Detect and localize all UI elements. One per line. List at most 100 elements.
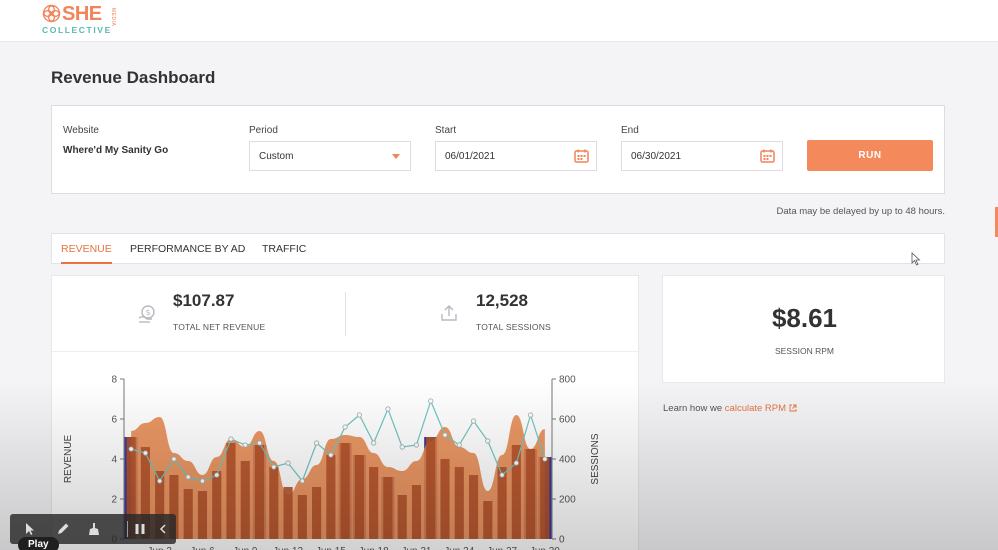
sessions-point <box>242 442 248 448</box>
revenue-bar <box>540 457 550 539</box>
revenue-bar <box>183 489 193 539</box>
sessions-point <box>399 444 405 450</box>
sessions-point <box>185 474 191 480</box>
website-value: Where'd My Sanity Go <box>63 145 169 156</box>
revenue-bar <box>226 443 236 539</box>
side-tab-handle[interactable] <box>995 207 998 237</box>
y2-tick-label: 400 <box>559 455 576 466</box>
revenue-bar <box>155 471 165 539</box>
y-axis-label: REVENUE <box>63 435 74 484</box>
y-tick-label: 6 <box>111 415 117 426</box>
logo-collective-text: COLLECTIVE <box>42 25 112 35</box>
y2-tick-label: 800 <box>559 375 576 386</box>
revenue-bar <box>383 477 393 539</box>
chevron-down-icon <box>392 154 400 159</box>
total-net-revenue-value: $107.87 <box>173 291 235 310</box>
sessions-point <box>371 440 377 446</box>
revenue-bar <box>212 471 222 539</box>
stat-divider <box>345 292 346 336</box>
sessions-upload-icon <box>441 305 457 321</box>
sessions-point <box>428 398 434 404</box>
revenue-bar <box>297 495 307 539</box>
x-tick-label: Jun 12 <box>273 546 303 550</box>
x-tick-label: Jun 27 <box>487 546 517 550</box>
y-tick-label: 2 <box>111 495 117 506</box>
y2-axis-label: SESSIONS <box>590 433 601 484</box>
top-bar: SHE MEDIA COLLECTIVE <box>0 0 998 42</box>
total-sessions-value: 12,528 <box>476 291 528 310</box>
y2-tick-label: 0 <box>559 535 565 546</box>
revenue-bar <box>283 487 293 539</box>
start-date-input[interactable]: 06/01/2021 <box>435 141 597 171</box>
svg-text:$: $ <box>145 308 150 317</box>
revenue-bar <box>254 445 265 539</box>
filter-panel: Website Where'd My Sanity Go Period Cust… <box>51 105 945 194</box>
sessions-point <box>157 478 163 484</box>
revenue-bar <box>312 487 322 539</box>
chevron-left-icon[interactable] <box>158 521 168 537</box>
revenue-chart-card: $ $107.87 TOTAL NET REVENUE 12,528 TOTAL… <box>51 275 640 550</box>
sessions-point <box>199 478 206 484</box>
end-label: End <box>621 125 639 136</box>
page-title: Revenue Dashboard <box>51 68 216 87</box>
total-net-revenue-label: TOTAL NET REVENUE <box>173 322 266 332</box>
x-tick-label: Jun 15 <box>316 546 346 550</box>
revenue-bar <box>354 455 364 539</box>
revenue-bar <box>140 447 150 539</box>
session-rpm-card: $8.61 SESSION RPM <box>662 275 945 383</box>
revenue-bar <box>197 491 208 539</box>
revenue-bar <box>340 443 350 539</box>
sessions-point <box>413 442 420 448</box>
revenue-bar <box>454 467 464 539</box>
revenue-bar <box>269 467 279 539</box>
calculate-rpm-link[interactable]: calculate RPM <box>724 403 787 414</box>
she-media-logo[interactable]: SHE MEDIA COLLECTIVE <box>42 3 132 37</box>
revenue-bar <box>240 461 250 539</box>
period-select[interactable]: Custom <box>249 141 411 171</box>
sessions-point <box>128 446 134 452</box>
session-rpm-label: SESSION RPM <box>774 346 835 356</box>
eraser-tool-icon[interactable] <box>86 521 102 537</box>
tab-traffic[interactable]: TRAFFIC <box>262 243 307 255</box>
sessions-point <box>456 442 462 448</box>
tab-performance-by-ad[interactable]: PERFORMANCE BY AD <box>130 243 246 255</box>
sessions-point <box>171 456 177 462</box>
sessions-point <box>299 478 305 484</box>
revenue-coin-icon: $ <box>138 305 155 323</box>
end-date-input[interactable]: 06/30/2021 <box>621 141 783 171</box>
play-tooltip: Play <box>18 537 59 550</box>
y2-tick-label: 600 <box>559 415 576 426</box>
revenue-bar <box>426 437 436 539</box>
calendar-icon[interactable] <box>574 149 589 163</box>
y-tick-label: 4 <box>111 455 117 466</box>
sessions-point <box>527 412 534 418</box>
tab-revenue[interactable]: REVENUE <box>61 243 112 255</box>
sessions-point <box>542 456 548 462</box>
pause-icon[interactable] <box>132 521 148 537</box>
run-button[interactable]: RUN <box>807 140 933 171</box>
revenue-bar <box>326 455 336 539</box>
total-sessions-label: TOTAL SESSIONS <box>476 322 551 332</box>
active-tab-indicator <box>61 262 112 264</box>
toolbar-divider <box>127 521 128 537</box>
sessions-point <box>485 438 491 444</box>
flower-logo-icon <box>42 4 61 23</box>
sessions-point <box>470 418 477 424</box>
logo-media-text: MEDIA <box>110 8 116 27</box>
revenue-bar <box>369 467 379 539</box>
report-tabs: REVENUE PERFORMANCE BY AD TRAFFIC <box>51 233 945 264</box>
revenue-bar <box>497 467 507 539</box>
calendar-icon[interactable] <box>760 149 775 163</box>
revenue-bar <box>483 501 493 539</box>
period-select-value: Custom <box>259 151 294 162</box>
y-tick-label: 8 <box>111 375 117 386</box>
revenue-bar <box>468 475 479 539</box>
external-link-icon[interactable] <box>789 404 797 412</box>
revenue-bar <box>126 437 136 539</box>
pen-tool-icon[interactable] <box>55 521 71 537</box>
pointer-tool-icon[interactable] <box>22 521 38 537</box>
sessions-point <box>256 440 263 446</box>
end-date-value: 06/30/2021 <box>631 151 682 162</box>
session-rpm-value: $8.61 <box>771 303 838 333</box>
sessions-point <box>313 440 320 446</box>
